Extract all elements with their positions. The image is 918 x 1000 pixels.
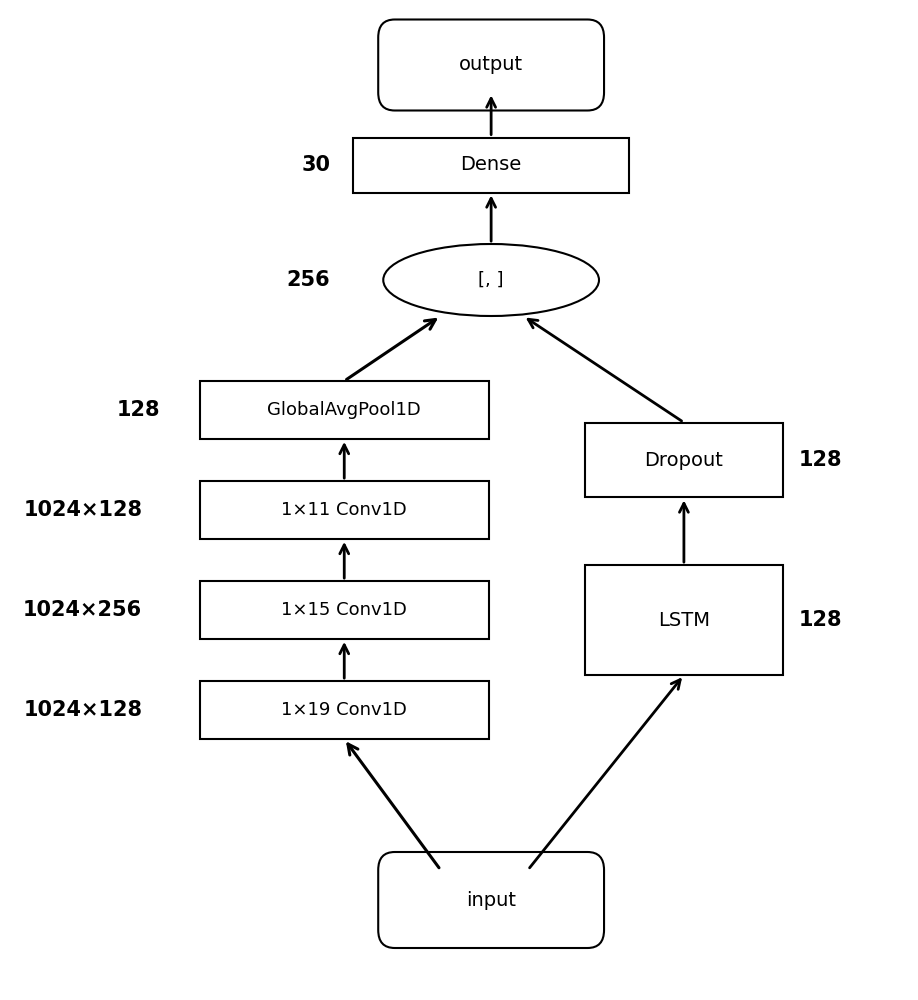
FancyBboxPatch shape [378,19,604,110]
FancyBboxPatch shape [200,481,489,539]
Text: 1024×128: 1024×128 [23,700,142,720]
Text: 256: 256 [286,270,330,290]
Text: 1×19 Conv1D: 1×19 Conv1D [281,701,408,719]
Text: 128: 128 [118,400,161,420]
Text: 128: 128 [799,450,842,470]
Text: 1×15 Conv1D: 1×15 Conv1D [281,601,408,619]
Text: Dropout: Dropout [644,450,723,470]
Text: LSTM: LSTM [658,610,710,630]
FancyBboxPatch shape [378,852,604,948]
FancyBboxPatch shape [200,581,489,639]
Text: Dense: Dense [461,155,521,174]
Text: 1×11 Conv1D: 1×11 Conv1D [282,501,407,519]
FancyBboxPatch shape [586,565,782,675]
Text: 128: 128 [799,610,842,630]
Text: [, ]: [, ] [478,271,504,289]
FancyBboxPatch shape [586,422,782,497]
Text: 1024×256: 1024×256 [23,600,142,620]
Text: GlobalAvgPool1D: GlobalAvgPool1D [267,401,421,419]
Text: output: output [459,55,523,75]
FancyBboxPatch shape [200,381,489,439]
FancyBboxPatch shape [353,137,629,192]
FancyBboxPatch shape [200,681,489,739]
Text: 30: 30 [301,155,330,175]
Ellipse shape [384,244,599,316]
Text: 1024×128: 1024×128 [23,500,142,520]
Text: input: input [466,890,516,910]
